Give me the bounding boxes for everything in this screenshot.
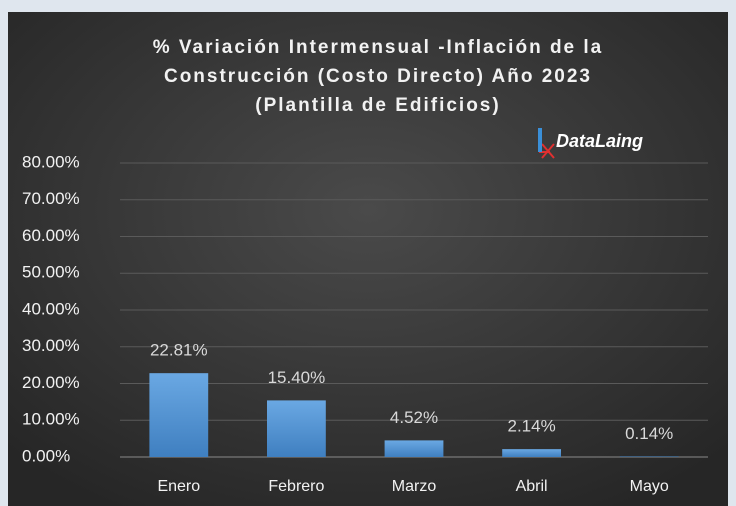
bar — [619, 456, 679, 457]
logo: DataLaing — [556, 131, 643, 151]
data-label: 2.14% — [507, 417, 555, 436]
data-label: 15.40% — [268, 368, 326, 387]
y-tick-label: 60.00% — [22, 226, 80, 245]
chart-panel — [8, 12, 728, 506]
y-tick-label: 40.00% — [22, 299, 80, 318]
bar — [149, 373, 209, 457]
y-tick-label: 30.00% — [22, 336, 80, 355]
data-label: 22.81% — [150, 341, 208, 360]
y-tick-label: 50.00% — [22, 263, 80, 282]
y-tick-label: 10.00% — [22, 410, 80, 429]
chart-title: (Plantilla de Edificios) — [255, 95, 500, 116]
x-tick-label: Abril — [516, 478, 548, 495]
x-tick-label: Marzo — [392, 478, 437, 495]
bar — [502, 449, 561, 457]
logo-icon — [538, 128, 542, 152]
data-label: 0.14% — [625, 424, 673, 443]
x-tick-label: Enero — [157, 478, 200, 495]
y-tick-label: 70.00% — [22, 189, 80, 208]
data-label: 4.52% — [390, 408, 438, 427]
x-tick-label: Febrero — [268, 478, 324, 495]
chart-title: % Variación Intermensual -Inflación de l… — [153, 37, 604, 58]
y-tick-label: 0.00% — [22, 446, 70, 465]
y-tick-label: 20.00% — [22, 373, 80, 392]
bar — [384, 440, 444, 457]
chart-title: Construcción (Costo Directo) Año 2023 — [164, 66, 592, 87]
bar — [267, 400, 326, 457]
x-tick-label: Mayo — [630, 478, 669, 495]
y-tick-label: 80.00% — [22, 152, 80, 171]
